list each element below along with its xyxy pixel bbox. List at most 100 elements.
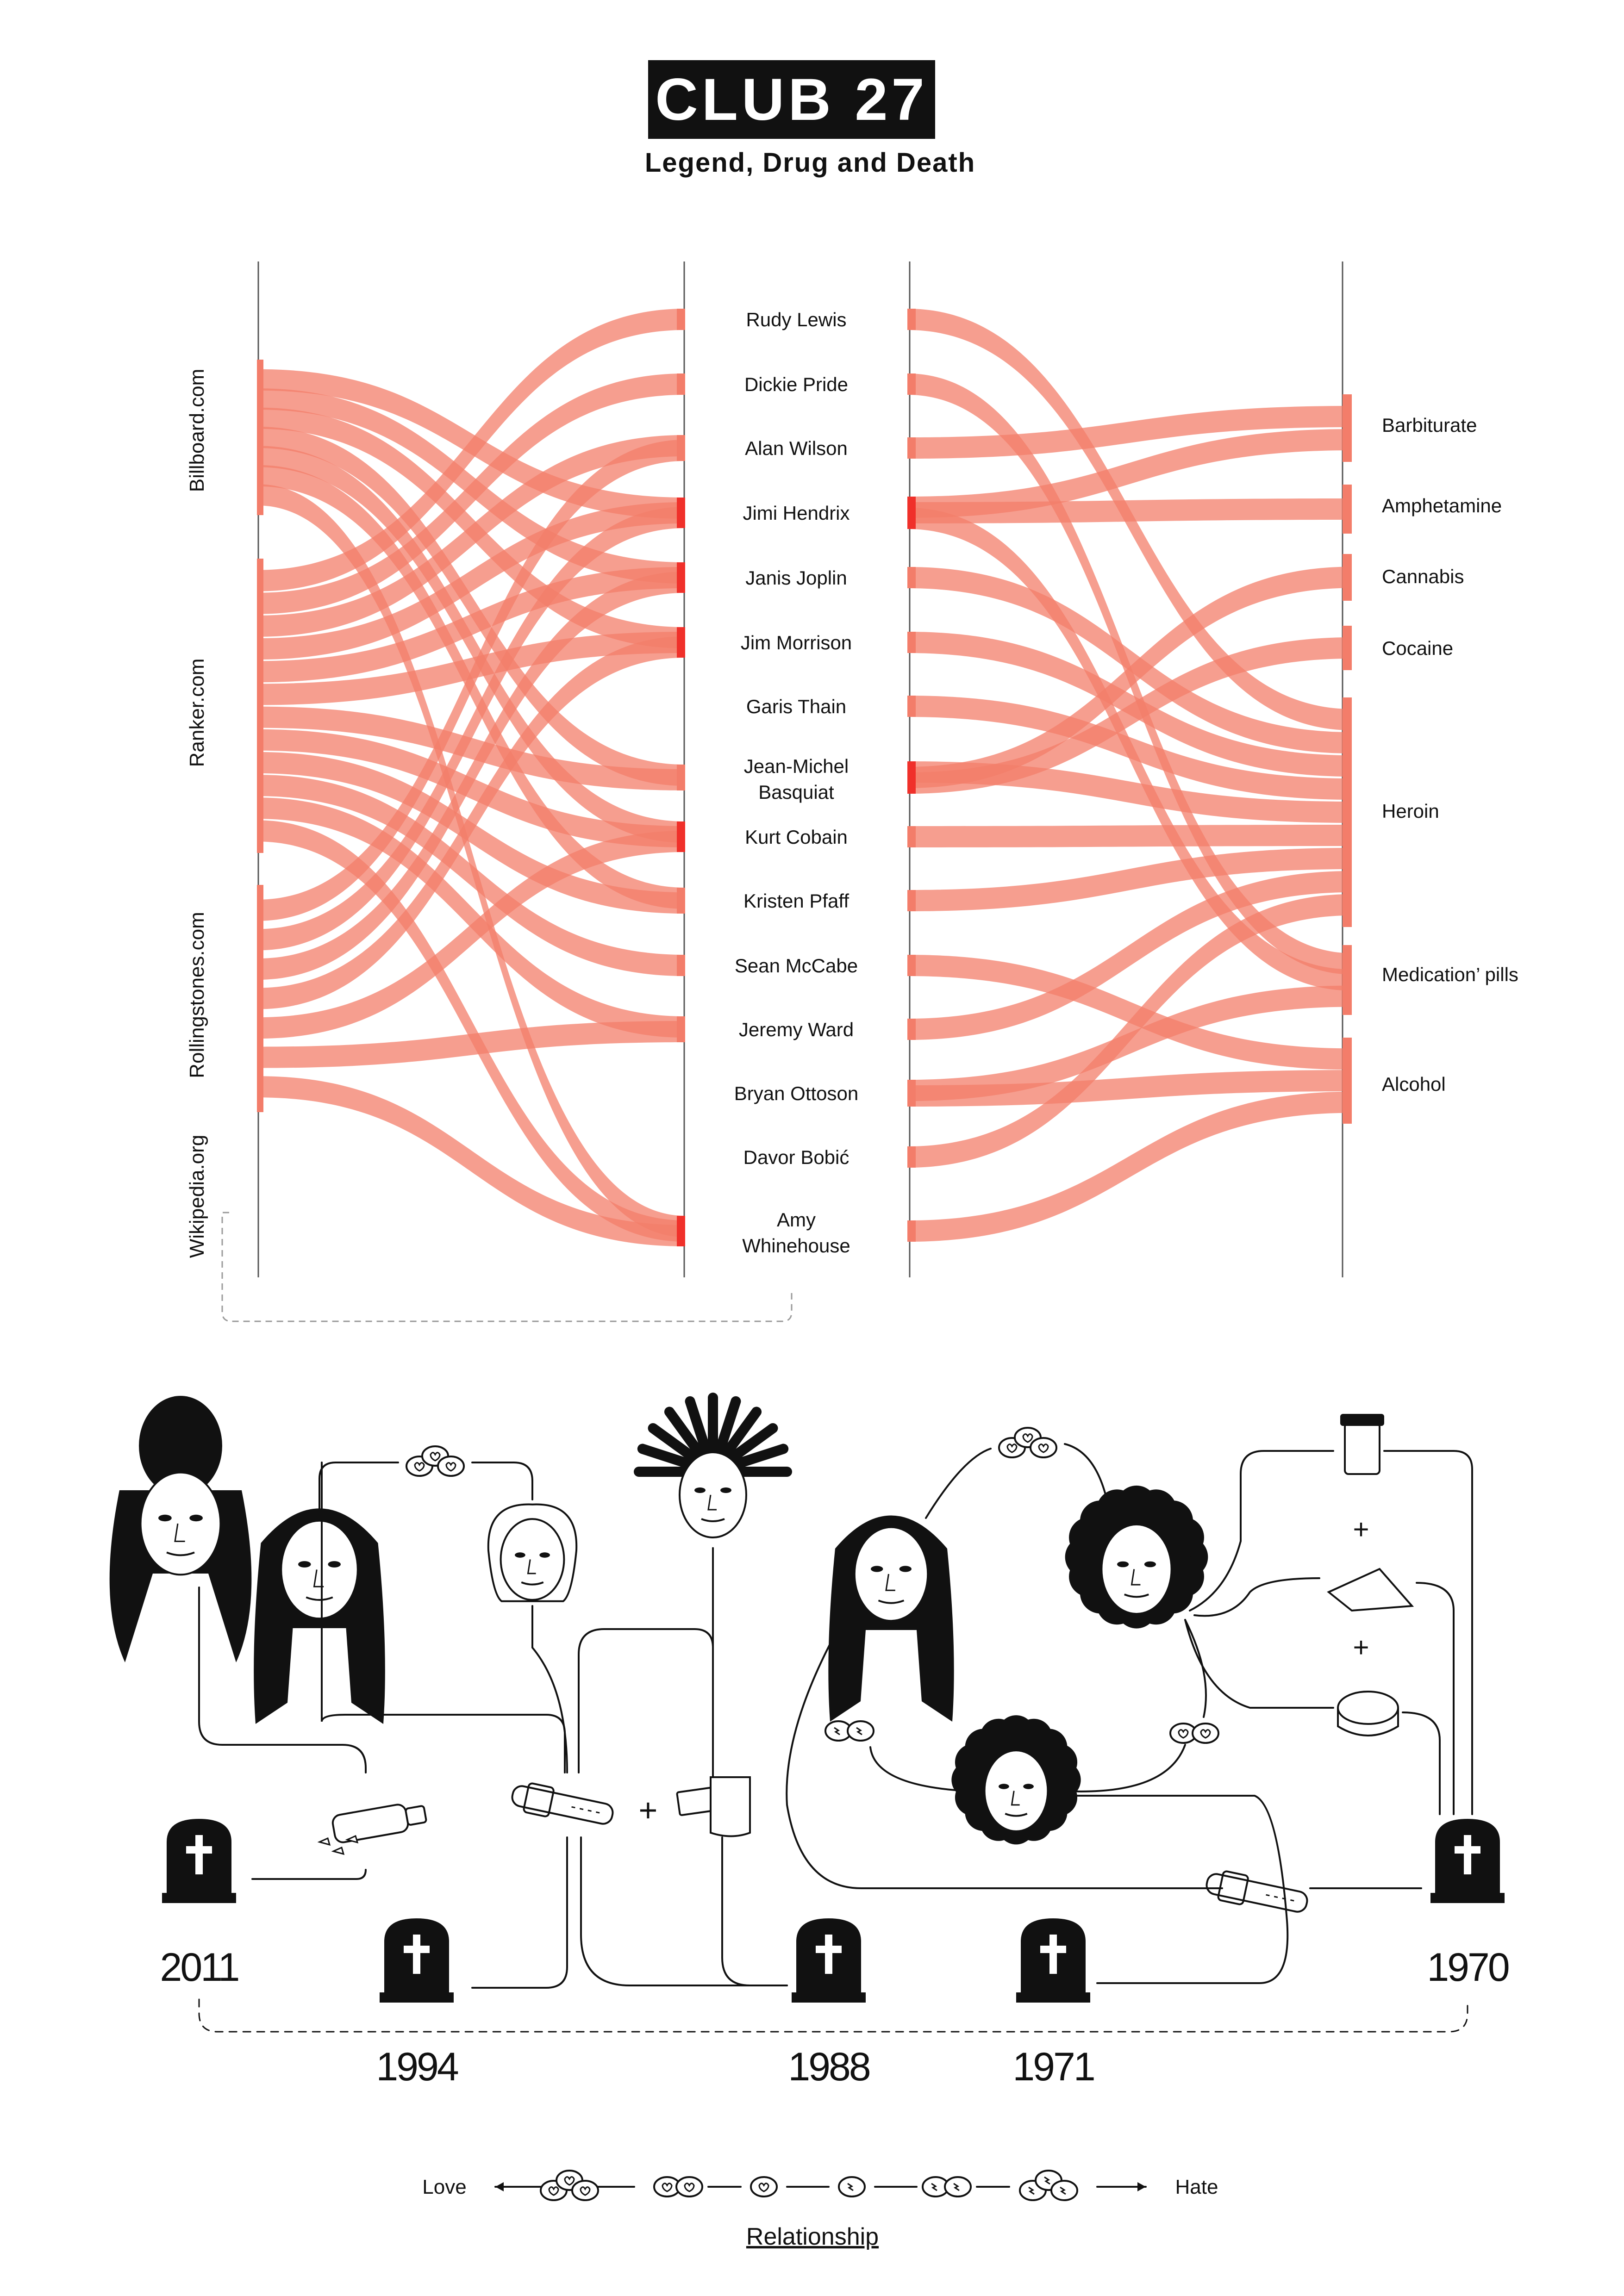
artist-out-node-jean-michel-basquiat	[907, 761, 916, 794]
tombstone-1994	[380, 1918, 454, 2003]
hair-curl	[1163, 1517, 1204, 1558]
connector-bag-1970	[1416, 1582, 1455, 1815]
face-outline	[139, 1471, 222, 1576]
year-label-1994: 1994	[376, 2045, 458, 2089]
nose	[707, 1494, 717, 1511]
flow-ranker-com-jim-morrison	[258, 632, 685, 705]
flow-amy-whinehouse-alcohol	[907, 1091, 1352, 1242]
artist-label-alan-wilson: Alan Wilson	[745, 437, 848, 459]
artist-label-line: Amy	[777, 1209, 816, 1231]
artist-label-kristen-pfaff: Kristen Pfaff	[743, 890, 849, 912]
legend-hate-label: Hate	[1175, 2176, 1218, 2198]
hair-shape	[139, 1396, 222, 1496]
drug-node-medication-pills	[1343, 945, 1352, 1015]
legend-pill-love-3	[540, 2170, 599, 2201]
connector-jimi-pillbottle	[1189, 1450, 1334, 1612]
heart-mark	[662, 2183, 673, 2192]
node-bars	[257, 309, 1352, 1246]
source-label-wikipedia-org: Wikipedia.org	[186, 1135, 208, 1258]
artist-in-node-sean-mccabe	[677, 955, 685, 976]
pill-icon-love	[998, 1427, 1057, 1458]
flow-rollingstones-com-jeremy-ward	[258, 1021, 685, 1068]
pill-icon-love	[406, 1445, 465, 1477]
legend-title: Relationship	[746, 2223, 879, 2250]
eye	[298, 1561, 311, 1568]
flow-ranker-com-jimi-hendrix	[258, 502, 685, 660]
mouth	[306, 1596, 333, 1601]
artist-label-garis-thain: Garis Thain	[746, 696, 846, 717]
glass-shard	[331, 1846, 345, 1855]
connector-jimi-pills-top	[1064, 1443, 1112, 1524]
flow-rollingstones-com-jim-morrison	[258, 636, 685, 1009]
legend-pill-hate-1	[838, 2176, 866, 2197]
eye	[899, 1566, 912, 1572]
artist-in-node-dickie-pride	[677, 373, 685, 395]
glass-shard	[345, 1835, 359, 1844]
nose	[1011, 1791, 1020, 1806]
heart-mark	[445, 1462, 456, 1472]
heart-mark	[580, 2186, 591, 2196]
cross-icon	[186, 1835, 212, 1874]
source-label-billboard-com: Billboard.com	[186, 369, 208, 492]
drug-label-amphetamine: Amphetamine	[1382, 495, 1502, 516]
bolt-mark	[834, 1727, 840, 1736]
eye	[1117, 1561, 1129, 1568]
drug-node-barbiturate	[1343, 394, 1352, 462]
eye	[1144, 1561, 1156, 1568]
drug-label-alcohol: Alcohol	[1382, 1073, 1446, 1095]
eye	[189, 1514, 203, 1522]
cross-icon	[816, 1935, 842, 1974]
artist-in-node-jim-morrison	[677, 627, 685, 658]
bolt-mark	[1044, 2176, 1050, 2185]
face-outline	[1100, 1523, 1173, 1615]
connector-jim-pills-right	[1064, 1744, 1186, 1792]
connector-janis-belt	[786, 1628, 1223, 1889]
legend-pill-love-2	[653, 2176, 703, 2197]
artist-in-node-kurt-cobain	[677, 821, 685, 852]
artist-label-jeremy-ward: Jeremy Ward	[739, 1019, 854, 1040]
mouth	[878, 1599, 905, 1604]
pill-bottle-icon	[1340, 1414, 1384, 1475]
connector-amy	[198, 1587, 367, 1773]
bottle-neck	[405, 1805, 427, 1826]
tombstone-base	[792, 1992, 866, 2003]
heart-mark	[414, 1462, 425, 1472]
flow-billboard-com-amy-whinehouse	[258, 484, 685, 1237]
bottle-cap	[1340, 1414, 1384, 1426]
title-box: CLUB 27	[648, 60, 935, 139]
flow-alan-wilson-barbiturate	[907, 406, 1352, 459]
flow-ranker-com-janis-joplin	[258, 567, 685, 683]
heart-mark	[1200, 1729, 1211, 1739]
cross-icon	[1040, 1935, 1066, 1974]
heart-mark	[684, 2183, 695, 2192]
mouth	[166, 1551, 195, 1556]
tombstone-1970	[1430, 1819, 1505, 1903]
heart-mark	[548, 2186, 559, 2196]
year-label-1988: 1988	[788, 2045, 869, 2089]
flow-ranker-com-amy-whinehouse	[258, 820, 685, 1242]
artist-label-amy-whinehouse: Amy Whinehouse	[742, 1209, 850, 1257]
eye	[999, 1784, 1009, 1789]
nose	[885, 1574, 895, 1591]
eye	[158, 1514, 172, 1522]
buckle	[1217, 1870, 1249, 1905]
artist-label-kurt-cobain: Kurt Cobain	[745, 826, 848, 848]
cross-icon	[1455, 1835, 1480, 1874]
artist-label-rudy-lewis: Rudy Lewis	[746, 309, 846, 330]
wikipedia-bracket	[221, 1212, 793, 1322]
artist-out-node-amy-whinehouse	[907, 1220, 916, 1242]
face-icon-amy	[109, 1396, 252, 1662]
flow-kristen-pfaff-heroin	[907, 848, 1352, 911]
bottle-body	[331, 1804, 409, 1843]
artist-label-janis-joplin: Janis Joplin	[745, 567, 847, 589]
flow-garis-thain-heroin	[907, 696, 1352, 800]
face-outline	[983, 1749, 1049, 1832]
artist-in-node-rudy-lewis	[677, 309, 685, 330]
face-outline	[853, 1526, 929, 1622]
year-label-2011: 2011	[160, 1945, 238, 1990]
artist-out-node-jeremy-ward	[907, 1019, 916, 1040]
bolt-mark	[1028, 2186, 1035, 2195]
artist-out-node-rudy-lewis	[907, 309, 916, 330]
flow-kurt-cobain-heroin	[907, 825, 1352, 847]
belt-icon	[1206, 1873, 1308, 1913]
